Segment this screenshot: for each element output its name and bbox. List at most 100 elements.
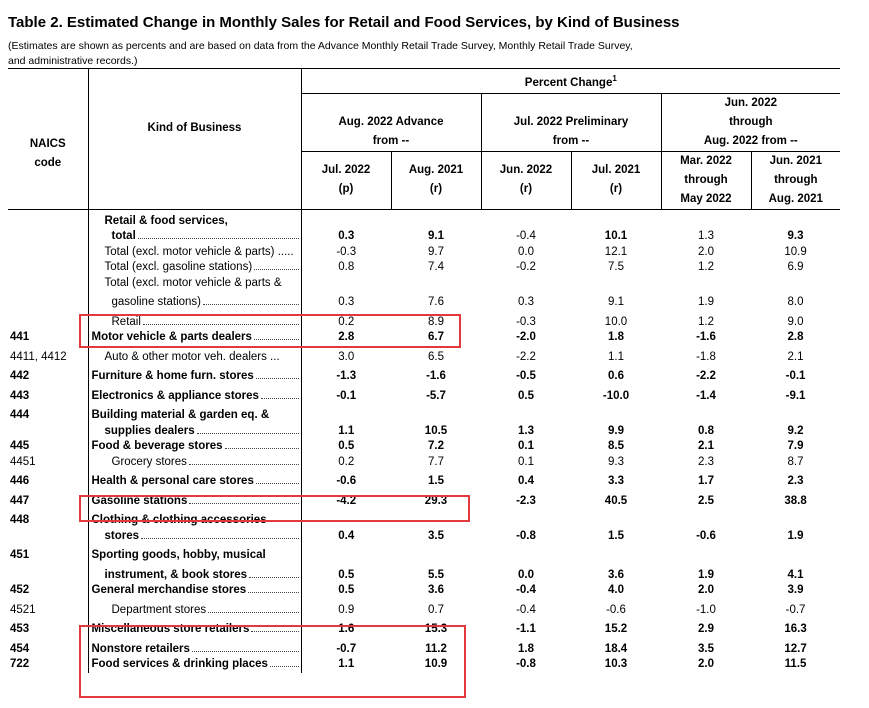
naics-code: 722 — [10, 658, 30, 671]
kind-label: instrument, & book stores — [104, 568, 248, 581]
value-cell-3: 0.5 — [518, 389, 534, 402]
kind-label: Building material & garden eq. & — [91, 409, 270, 422]
value-cell-1: -0.7 — [336, 642, 357, 655]
kind-of-business: Motor vehicle & parts dealers — [87, 330, 302, 346]
value-cell-6 — [751, 276, 840, 292]
value-cell-4: -0.6 — [606, 603, 626, 616]
value-cell-2: 8.9 — [428, 315, 444, 328]
kind-of-business: Total (excl. motor vehicle & parts) ....… — [87, 244, 302, 261]
naics-code: 452 — [10, 584, 30, 597]
value-cell-4: 1.5 — [608, 529, 624, 542]
kind-label: Retail — [111, 315, 141, 328]
value-cell-4: 9.9 — [608, 424, 624, 437]
naics-code — [8, 245, 88, 261]
value-cell-5: 2.0 — [698, 245, 714, 258]
kind-of-business: Nonstore retailers — [87, 637, 302, 658]
value-cell-2: 10.5 — [424, 424, 448, 437]
value-cell-4: 9.3 — [608, 455, 624, 468]
value-cell-6: -0.7 — [785, 603, 806, 616]
kind-of-business: General merchandise stores — [87, 583, 302, 599]
value-cell-2: 29.3 — [424, 494, 448, 507]
table-row: 452 General merchandise stores 0.5 3.6 -0.4 4… — [8, 583, 840, 599]
table-row: instrument, & book stores 0.5 5.5 0.0 3.6 1.9… — [8, 563, 840, 584]
col-header-1: Jul. 2022 (p) — [301, 151, 392, 210]
value-cell-1: 0.2 — [338, 315, 355, 328]
value-cell-1: 0.9 — [338, 603, 355, 616]
kind-of-business: gasoline stations) — [87, 291, 302, 311]
percent-change-header: Percent Change1 — [301, 68, 841, 94]
value-cell-2: -1.6 — [426, 370, 446, 383]
kind-of-business: Food services & drinking places — [87, 657, 302, 673]
value-cell-5: 2.9 — [698, 623, 714, 636]
value-cell-6: 2.1 — [787, 350, 804, 363]
value-cell-3: -2.3 — [516, 494, 536, 507]
value-cell-4: 8.5 — [608, 440, 624, 453]
value-cell-5: 2.0 — [698, 658, 714, 671]
value-cell-5: -1.4 — [696, 389, 716, 402]
value-cell-1: 0.3 — [338, 296, 355, 309]
value-cell-6: 10.9 — [784, 245, 807, 258]
naics-code: 445 — [10, 440, 30, 453]
kind-of-business: Retail & food services, — [87, 209, 302, 230]
value-cell-6 — [751, 544, 840, 564]
naics-code — [8, 311, 88, 331]
value-cell-6 — [751, 404, 840, 424]
table-note-line2: and administrative records.) — [8, 55, 138, 67]
value-cell-6: 12.7 — [784, 642, 807, 655]
value-cell-6: 8.0 — [787, 296, 804, 309]
value-cell-5: -0.6 — [696, 529, 716, 542]
value-cell-4: 12.1 — [604, 245, 628, 258]
value-cell-3: -0.8 — [516, 658, 536, 671]
table-row: Retail & food services, — [8, 209, 840, 230]
kind-of-business: Furniture & home furn. stores — [87, 365, 302, 385]
kind-of-business: stores — [87, 528, 302, 545]
value-cell-1 — [301, 209, 391, 229]
value-cell-6: 9.0 — [787, 315, 804, 328]
value-cell-4 — [571, 404, 661, 424]
naics-code: 447 — [10, 494, 30, 507]
kind-of-business: instrument, & book stores — [87, 563, 302, 584]
kind-of-business: Total (excl. motor vehicle & parts & — [87, 275, 302, 292]
naics-code: 4411, 4412 — [10, 350, 67, 363]
value-cell-2: 7.6 — [428, 296, 444, 309]
kind-label: Health & personal care stores — [91, 475, 254, 488]
value-cell-3: 0.0 — [518, 245, 534, 258]
value-cell-5: 1.2 — [698, 261, 714, 274]
value-cell-1: 0.5 — [338, 440, 355, 453]
value-cell-1: -4.2 — [336, 494, 357, 507]
table-row: 4411, 4412 Auto & other motor veh. dealer… — [8, 345, 840, 366]
table-row: stores 0.4 3.5 -0.8 1.5 -0.6 1.9 — [8, 528, 840, 545]
value-cell-2: 3.5 — [428, 529, 444, 542]
value-cell-3: -0.3 — [516, 315, 536, 328]
value-cell-6: 9.2 — [787, 424, 804, 437]
highlight-box-misc-nonstore-food — [79, 625, 466, 698]
naics-code: 453 — [10, 623, 30, 636]
kind-of-business: Sporting goods, hobby, musical — [87, 544, 302, 564]
value-cell-5 — [661, 404, 751, 424]
value-cell-4: 7.5 — [608, 261, 624, 274]
value-cell-1: 0.8 — [338, 261, 355, 274]
kind-of-business: supplies dealers — [87, 423, 302, 440]
value-cell-2: 9.7 — [428, 245, 444, 258]
naics-code — [8, 564, 88, 584]
value-cell-4: 18.4 — [604, 642, 628, 655]
value-cell-2: 11.2 — [425, 642, 447, 655]
value-cell-1: -0.3 — [336, 245, 357, 258]
kind-label: Department stores — [111, 603, 207, 616]
value-cell-5: 1.9 — [698, 568, 714, 581]
value-cell-6: 4.1 — [787, 568, 804, 581]
col-header-3: Jun. 2022 (r) — [481, 151, 572, 210]
value-cell-5 — [661, 509, 751, 529]
naics-code — [8, 209, 88, 229]
value-cell-5: 1.7 — [698, 475, 714, 488]
kind-label: Food & beverage stores — [91, 440, 223, 453]
table-title: Table 2. Estimated Change in Monthly Sal… — [8, 14, 680, 31]
table-row: 445 Food & beverage stores 0.5 7.2 0.1 8.5 2.1… — [8, 439, 840, 455]
value-cell-2 — [391, 276, 481, 292]
table-note-line1: (Estimates are shown as percents and are… — [8, 40, 633, 52]
value-cell-6: -9.1 — [785, 389, 806, 402]
naics-code — [8, 276, 88, 292]
col-header-4: Jul. 2021 (r) — [571, 151, 662, 210]
kind-of-business: Health & personal care stores — [87, 470, 302, 490]
value-cell-5 — [661, 209, 751, 229]
